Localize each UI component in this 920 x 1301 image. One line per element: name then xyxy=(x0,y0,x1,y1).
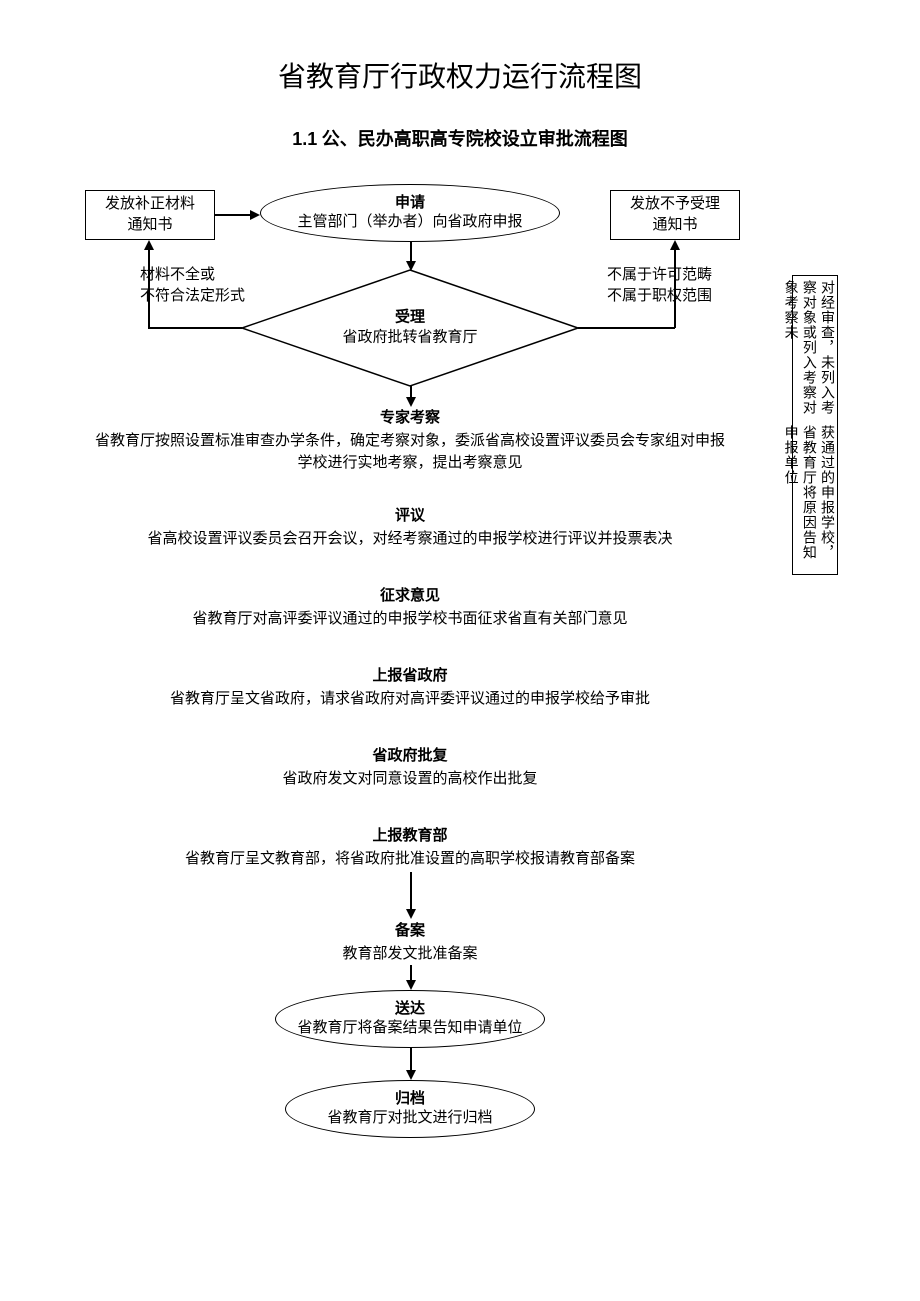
text: 送达 xyxy=(276,1000,544,1020)
flowchart: 发放补正材料 通知书 发放不予受理 通知书 申请 主管部门（举办者）向省政府申报… xyxy=(0,170,920,1270)
edge xyxy=(148,327,242,329)
sub-num: 1.1 xyxy=(292,129,317,149)
text: 获通过的申报学校，省教育厅将原因告知申报单位 xyxy=(780,425,835,570)
node-report-edu: 上报教育部 省教育厅呈文教育部，将省政府批准设置的高职学校报请教育部备案 xyxy=(90,825,730,870)
node-report: 上报省政府 省教育厅呈文省政府，请求省政府对高评委评议通过的申报学校给予审批 xyxy=(90,665,730,710)
text: 省教育厅对高评委评议通过的申报学校书面征求省直有关部门意见 xyxy=(90,608,730,631)
arrowhead-icon xyxy=(406,980,416,990)
text: 材料不全或 xyxy=(140,265,270,286)
text: 省教育厅对批文进行归档 xyxy=(286,1109,534,1129)
cond-left-label: 材料不全或 不符合法定形式 xyxy=(140,265,270,307)
node-opinion: 征求意见 省教育厅对高评委评议通过的申报学校书面征求省直有关部门意见 xyxy=(90,585,730,630)
node-approve: 省政府批复 省政府发文对同意设置的高校作出批复 xyxy=(90,745,730,790)
text: 通知书 xyxy=(611,215,739,236)
text: 教育部发文批准备案 xyxy=(90,943,730,966)
text: 不属于职权范围 xyxy=(572,286,712,307)
edge xyxy=(674,250,676,328)
text: 省政府批复 xyxy=(372,748,447,764)
node-apply: 申请 主管部门（举办者）向省政府申报 xyxy=(260,184,560,242)
text: 发放不予受理 xyxy=(611,194,739,215)
text: 省政府批转省教育厅 xyxy=(240,328,580,348)
text: 归档 xyxy=(286,1090,534,1110)
sub-text: 公、民办高职高专院校设立审批流程图 xyxy=(317,129,628,149)
text: 省政府发文对同意设置的高校作出批复 xyxy=(90,768,730,791)
page-title: 省教育厅行政权力运行流程图 xyxy=(0,0,920,95)
node-right-box: 发放不予受理 通知书 xyxy=(610,190,740,240)
text: 省高校设置评议委员会召开会议，对经考察通过的申报学校进行评议并投票表决 xyxy=(90,528,730,551)
node-review: 评议 省高校设置评议委员会召开会议，对经考察通过的申报学校进行评议并投票表决 xyxy=(90,505,730,550)
text: 不符合法定形式 xyxy=(140,286,270,307)
edge xyxy=(410,872,412,912)
side-note: 对经审查，未列入考察对象或列入考察对象考察未 获通过的申报学校，省教育厅将原因告… xyxy=(792,275,838,575)
arrowhead-icon xyxy=(250,210,260,220)
text: 发放补正材料 xyxy=(86,194,214,215)
node-accept: 受理 省政府批转省教育厅 xyxy=(240,268,580,388)
node-expert: 专家考察 省教育厅按照设置标准审查办学条件，确定考察对象，委派省高校设置评议委员… xyxy=(90,407,730,475)
edge xyxy=(215,214,253,216)
text: 专家考察 xyxy=(380,410,440,426)
text: 省教育厅呈文教育部，将省政府批准设置的高职学校报请教育部备案 xyxy=(90,848,730,871)
edge xyxy=(578,327,675,329)
text: 上报省政府 xyxy=(372,668,447,684)
text: 不属于许可范畴 xyxy=(572,265,712,286)
arrowhead-icon xyxy=(406,397,416,407)
text: 对经审查，未列入考察对象或列入考察对象考察未 xyxy=(780,280,835,425)
cond-right-label: 不属于许可范畴 不属于职权范围 xyxy=(572,265,712,307)
node-left-box: 发放补正材料 通知书 xyxy=(85,190,215,240)
text: 通知书 xyxy=(86,215,214,236)
edge xyxy=(148,250,150,328)
text: 申请 xyxy=(261,194,559,214)
node-deliver: 送达 省教育厅将备案结果告知申请单位 xyxy=(275,990,545,1048)
text: 评议 xyxy=(395,508,425,524)
text: 省教育厅呈文省政府，请求省政府对高评委评议通过的申报学校给予审批 xyxy=(90,688,730,711)
text: 省教育厅按照设置标准审查办学条件，确定考察对象，委派省高校设置评议委员会专家组对… xyxy=(90,430,730,475)
arrowhead-icon xyxy=(406,909,416,919)
text: 备案 xyxy=(395,923,425,939)
text: 征求意见 xyxy=(380,588,440,604)
sub-title: 1.1 公、民办高职高专院校设立审批流程图 xyxy=(0,95,920,151)
node-record: 备案 教育部发文批准备案 xyxy=(90,920,730,965)
arrowhead-icon xyxy=(670,240,680,250)
text: 受理 xyxy=(240,309,580,329)
text: 省教育厅将备案结果告知申请单位 xyxy=(276,1019,544,1039)
arrowhead-icon xyxy=(144,240,154,250)
text: 主管部门（举办者）向省政府申报 xyxy=(261,213,559,233)
arrowhead-icon xyxy=(406,1070,416,1080)
text: 上报教育部 xyxy=(372,828,447,844)
node-archive: 归档 省教育厅对批文进行归档 xyxy=(285,1080,535,1138)
